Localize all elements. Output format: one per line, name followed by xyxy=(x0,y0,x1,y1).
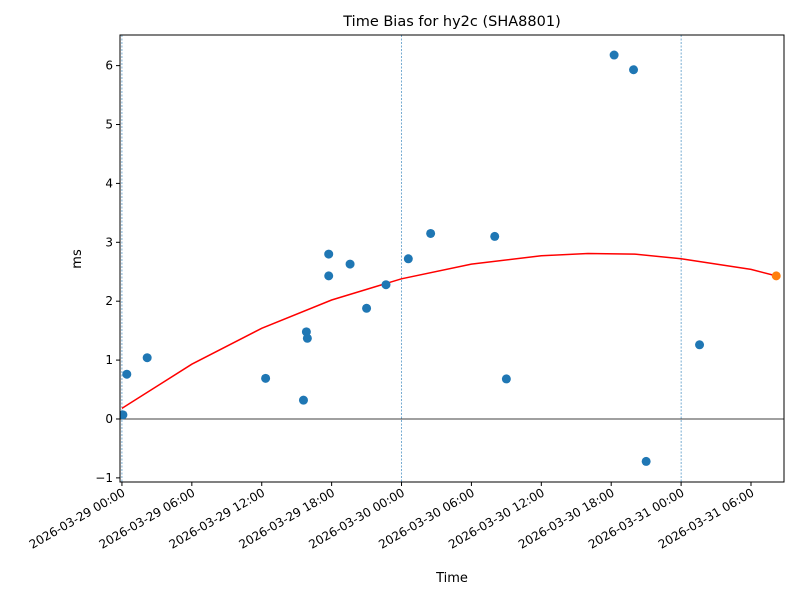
y-tick-label: 4 xyxy=(105,176,113,190)
data-point xyxy=(403,254,413,264)
y-tick-label: 0 xyxy=(105,412,113,426)
data-point xyxy=(490,231,500,241)
series-0 xyxy=(120,50,705,466)
data-point xyxy=(261,373,271,383)
data-point xyxy=(695,340,705,350)
y-tick-label: 2 xyxy=(105,294,113,308)
fit-curve xyxy=(121,252,777,410)
plot-area xyxy=(120,35,784,482)
data-point xyxy=(426,228,436,238)
data-point xyxy=(641,456,651,466)
y-tick-label: −1 xyxy=(95,471,113,485)
data-point xyxy=(302,333,312,343)
plot-frame xyxy=(119,34,785,483)
data-point xyxy=(362,303,372,313)
plot-data-layer xyxy=(120,35,784,482)
y-tick-label: 5 xyxy=(105,118,113,132)
series-1 xyxy=(771,271,781,281)
y-tick-label: 1 xyxy=(105,353,113,367)
x-axis-label: Time xyxy=(435,571,468,586)
data-point xyxy=(120,410,128,420)
chart-title: Time Bias for hy2c (SHA8801) xyxy=(342,14,561,30)
data-point xyxy=(298,395,308,405)
data-point xyxy=(381,280,391,290)
data-point xyxy=(324,249,334,259)
data-point xyxy=(122,369,132,379)
data-point xyxy=(609,50,619,60)
data-point xyxy=(771,271,781,281)
data-point xyxy=(501,374,511,384)
y-tick-label: 3 xyxy=(105,235,113,249)
data-point xyxy=(629,65,639,75)
data-point xyxy=(324,271,334,281)
data-point xyxy=(142,353,152,363)
y-axis-label: ms xyxy=(70,249,85,269)
data-point xyxy=(345,259,355,269)
y-tick-label: 6 xyxy=(105,59,113,73)
